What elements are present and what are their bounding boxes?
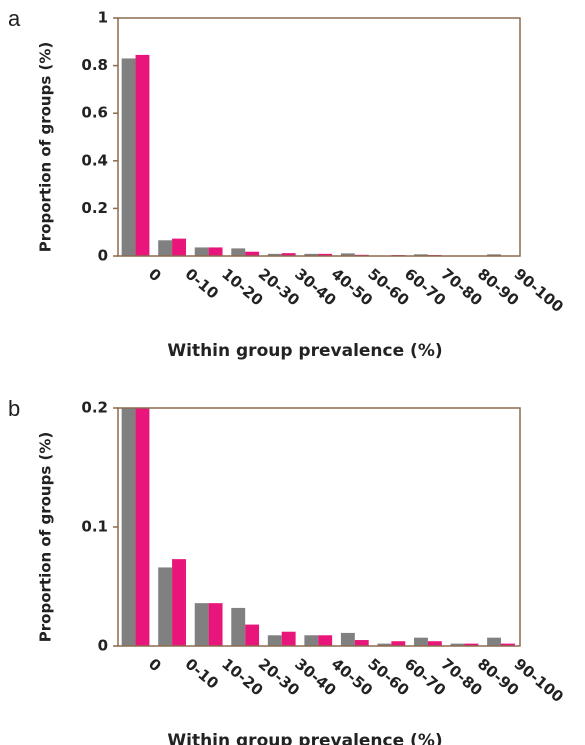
bar [194,247,209,256]
x-tick-label: 10-20 [218,265,266,310]
x-axis-label: Within group prevalence (%) [167,341,442,361]
bar [208,603,223,646]
bar [267,635,282,646]
x-tick-label: 20-30 [255,265,303,310]
x-tick-label: 0 [145,655,165,675]
bar [487,254,501,256]
y-tick-label: 1 [98,9,108,27]
bar [318,635,333,646]
bar [135,54,150,256]
bar [267,253,282,256]
x-tick-label: 50-60 [364,265,412,310]
bar [121,58,136,256]
x-tick-label: 50-60 [364,655,412,700]
bar [158,240,173,256]
bar [281,253,296,256]
x-tick-label: 20-30 [255,655,303,700]
x-tick-label: 70-80 [437,265,485,310]
x-tick-label: 90-100 [511,265,567,316]
bar [414,637,428,646]
bar [172,238,186,256]
bar [121,408,136,646]
bar [208,247,223,256]
x-tick-label: 70-80 [437,655,485,700]
panel-label: a [8,6,21,31]
x-tick-label: 10-20 [218,655,266,700]
x-tick-label: 80-90 [474,265,522,310]
bar [158,567,173,646]
panel-label: b [8,396,20,421]
y-axis-label: Proportion of groups (%) [37,432,55,642]
y-tick-label: 0.4 [81,151,108,169]
x-tick-label: 30-40 [291,265,339,310]
bar [135,408,150,646]
y-tick-label: 0 [98,637,108,655]
x-tick-label: 80-90 [474,655,522,700]
bar [172,559,186,646]
x-tick-label: 60-70 [401,655,449,700]
x-tick-label: 0-10 [182,655,222,693]
bar [318,253,333,256]
bar [354,640,369,646]
bar [377,643,392,646]
bar [427,641,442,646]
bar [281,631,296,646]
bar [500,643,515,646]
plot-frame [117,17,521,257]
x-axis-label: Within group prevalence (%) [167,731,442,745]
y-tick-label: 0.2 [81,199,108,217]
bar [414,254,428,256]
x-tick-label: 40-50 [328,655,376,700]
bars [121,408,515,646]
y-axis-label: Proportion of groups (%) [37,42,55,252]
y-tick-label: 0.1 [81,518,108,536]
y-tick-label: 0.6 [81,104,108,122]
y-tick-label: 0.8 [81,56,108,74]
bar [231,607,246,646]
y-tick-label: 0.2 [81,399,108,417]
x-tick-label: 0-10 [182,265,222,303]
bar [245,251,260,256]
bar [464,643,479,646]
bar [391,641,406,646]
x-tick-label: 0 [145,265,165,285]
bar [304,635,319,646]
bar [487,637,501,646]
x-tick-label: 90-100 [511,655,567,706]
x-tick-label: 40-50 [328,265,376,310]
bar [245,624,260,646]
x-tick-label: 30-40 [291,655,339,700]
y-tick-label: 0 [98,247,108,265]
bar [304,253,319,256]
x-tick-label: 60-70 [401,265,449,310]
bar [340,632,355,646]
bar [194,603,209,646]
bar [231,248,246,256]
bars [121,54,515,256]
bar [450,643,465,646]
bar [340,253,355,256]
plot-frame [117,407,521,647]
